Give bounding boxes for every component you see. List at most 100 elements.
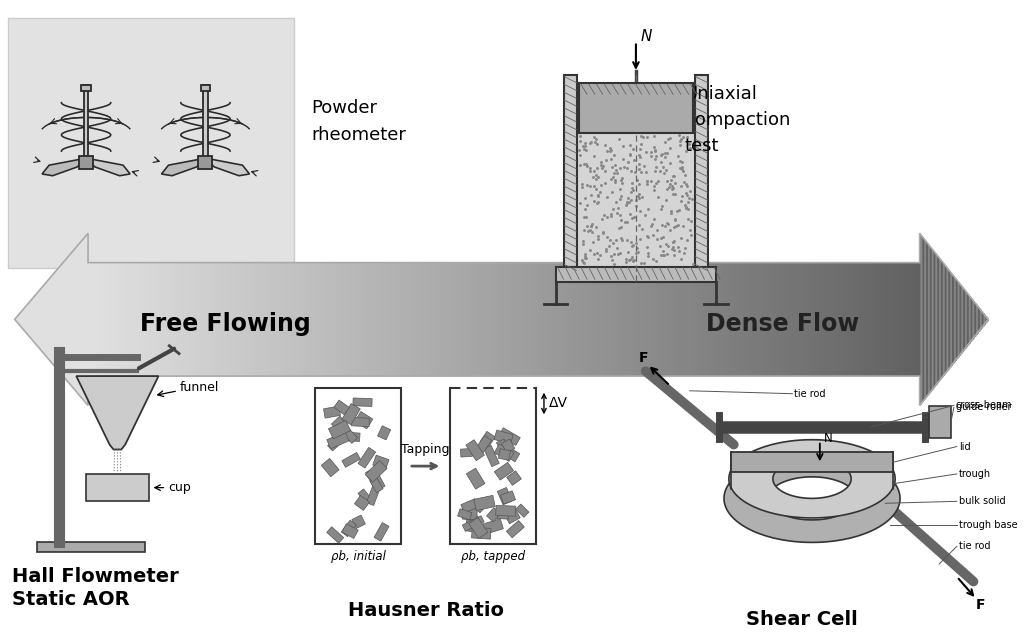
Point: [624, 178, 640, 188]
Polygon shape: [466, 440, 484, 461]
Polygon shape: [42, 158, 86, 176]
Point: [606, 150, 623, 160]
Polygon shape: [370, 477, 383, 493]
Polygon shape: [495, 430, 513, 444]
Point: [596, 140, 612, 150]
Point: [587, 136, 603, 147]
Point: [665, 242, 681, 252]
Polygon shape: [352, 515, 366, 529]
Polygon shape: [81, 85, 91, 92]
Point: [589, 138, 605, 148]
Text: Hall Flowmeter
Static AOR: Hall Flowmeter Static AOR: [11, 567, 178, 609]
Point: [606, 168, 623, 179]
Point: [600, 241, 616, 251]
Point: [601, 235, 617, 245]
Point: [571, 197, 588, 207]
Point: [632, 152, 648, 162]
Point: [668, 215, 684, 225]
Point: [598, 155, 614, 165]
Polygon shape: [366, 461, 387, 482]
Point: [620, 193, 636, 203]
Polygon shape: [731, 452, 893, 472]
Point: [609, 168, 626, 179]
Point: [639, 176, 655, 186]
Point: [613, 191, 630, 202]
Polygon shape: [14, 233, 88, 406]
Point: [602, 143, 618, 154]
Point: [624, 212, 640, 223]
Point: [670, 151, 686, 161]
Point: [607, 159, 624, 170]
Point: [585, 237, 601, 247]
Point: [584, 227, 600, 237]
Point: [624, 182, 640, 193]
Point: [577, 141, 593, 152]
Polygon shape: [342, 452, 360, 467]
Point: [602, 154, 618, 164]
Point: [582, 163, 598, 173]
Point: [622, 209, 638, 219]
Point: [595, 211, 611, 221]
Polygon shape: [86, 474, 148, 501]
Point: [611, 134, 628, 145]
Point: [573, 182, 590, 192]
Point: [672, 163, 688, 173]
Polygon shape: [79, 156, 93, 169]
Polygon shape: [366, 467, 385, 491]
Point: [599, 212, 615, 222]
Point: [675, 221, 691, 231]
Polygon shape: [84, 85, 88, 160]
Text: trough base: trough base: [958, 520, 1018, 530]
Point: [654, 162, 671, 172]
Polygon shape: [482, 518, 504, 534]
Point: [612, 194, 629, 204]
Point: [659, 219, 676, 229]
Polygon shape: [332, 416, 347, 431]
Point: [579, 212, 595, 222]
Point: [672, 136, 688, 146]
Point: [670, 220, 686, 230]
Polygon shape: [507, 471, 521, 485]
Point: [671, 246, 687, 256]
Point: [657, 195, 674, 205]
Point: [578, 159, 594, 170]
Point: [672, 140, 688, 150]
Polygon shape: [505, 509, 520, 524]
Point: [605, 237, 622, 248]
Point: [656, 152, 673, 162]
Point: [645, 185, 662, 195]
Polygon shape: [578, 134, 694, 266]
Point: [632, 144, 648, 154]
PathPatch shape: [729, 440, 895, 518]
Point: [623, 186, 639, 196]
Polygon shape: [354, 495, 370, 511]
Point: [620, 157, 636, 167]
Point: [635, 132, 651, 143]
Point: [638, 147, 654, 157]
Point: [582, 180, 598, 191]
Point: [640, 251, 656, 261]
Polygon shape: [501, 491, 515, 504]
Point: [684, 193, 700, 204]
Polygon shape: [367, 485, 380, 506]
Point: [575, 159, 592, 170]
Point: [654, 201, 671, 211]
Point: [618, 217, 635, 227]
Point: [572, 150, 589, 160]
Point: [615, 154, 632, 164]
Point: [631, 220, 647, 230]
Polygon shape: [498, 488, 512, 505]
Point: [590, 234, 606, 244]
Point: [640, 232, 656, 242]
Point: [592, 157, 608, 168]
Polygon shape: [374, 523, 389, 541]
Point: [646, 142, 663, 152]
Point: [587, 150, 603, 161]
Point: [606, 259, 623, 269]
Point: [640, 204, 656, 214]
Point: [639, 231, 655, 241]
Point: [595, 161, 611, 171]
Point: [613, 234, 630, 244]
Point: [652, 204, 669, 214]
Point: [598, 232, 614, 243]
